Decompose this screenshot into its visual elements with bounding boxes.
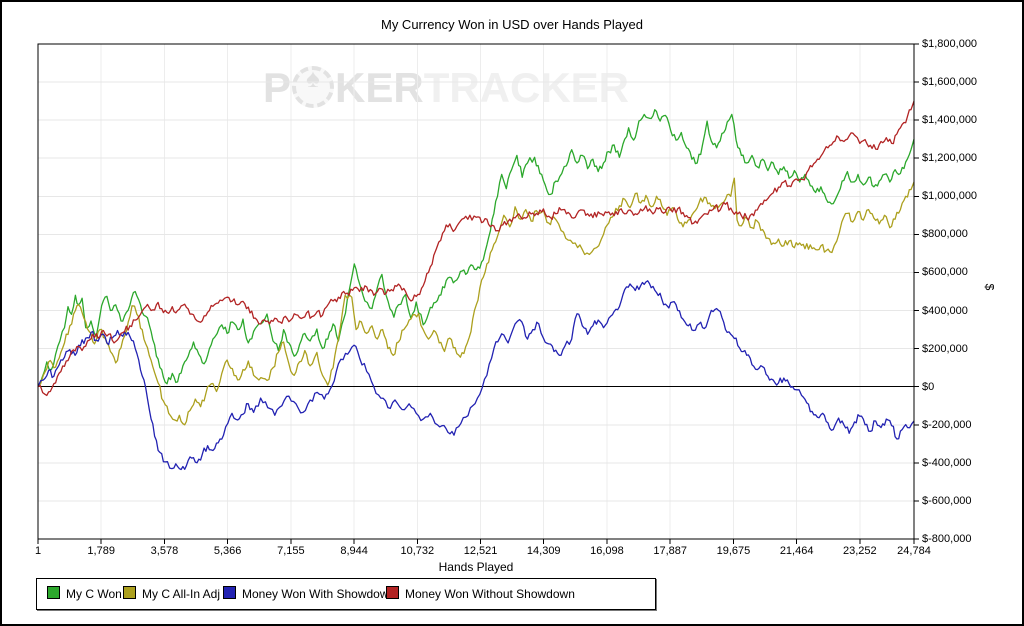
series-0: [37, 109, 915, 388]
x-tick-label: 1: [34, 545, 42, 557]
y-tick-label: $1,400,000: [922, 114, 978, 127]
legend-label: Money Won Without Showdown: [405, 587, 575, 601]
x-axis-title: Hands Played: [438, 560, 514, 574]
y-tick-label: $-800,000: [922, 533, 972, 545]
x-tick-label: 7,155: [277, 545, 305, 557]
legend-swatch-green: [47, 586, 60, 599]
watermark-poker-text: P ♠ KER: [262, 63, 424, 111]
x-tick-label: 8,944: [340, 545, 368, 557]
legend-label: My C Won: [66, 587, 122, 601]
x-tick-label: 19,675: [716, 545, 751, 557]
y-tick-label: $0: [922, 380, 935, 393]
series-2: [37, 280, 915, 471]
x-tick-label: 5,366: [213, 545, 242, 557]
watermark-letter-p: P: [262, 64, 291, 111]
series-1: [37, 177, 915, 426]
legend-item-my-c-won: My C Won: [47, 579, 122, 609]
x-tick-label: 12,521: [463, 545, 498, 557]
legend-swatch-blue: [223, 586, 236, 599]
x-tick-label: 3,578: [150, 545, 179, 557]
x-tick-label: 23,252: [843, 545, 877, 557]
y-tick-label: $400,000: [922, 304, 968, 317]
y-tick-label: $1,000,000: [922, 190, 978, 203]
legend-label: My C All-In Adj: [142, 587, 221, 601]
poker-chip-icon: ♠: [292, 63, 334, 108]
y-tick-label: $800,000: [922, 228, 968, 241]
legend-label: Money Won With Showdown: [242, 587, 396, 601]
x-tick-label: 24,784: [897, 545, 931, 557]
watermark-letters-ker: KER: [335, 64, 424, 111]
legend-swatch-red: [386, 586, 399, 599]
y-tick-label: $-200,000: [922, 418, 972, 431]
x-tick-label: 21,464: [779, 545, 814, 557]
legend-item-money-won-with-showdown: Money Won With Showdown: [223, 579, 395, 609]
y-tick-label: $-600,000: [922, 494, 972, 507]
y-tick-label: $1,600,000: [922, 76, 978, 89]
y-tick-label: $-400,000: [922, 456, 972, 469]
y-tick-label: $1,200,000: [922, 152, 978, 165]
pokertracker-watermark: P ♠ KERTRACKER: [262, 63, 630, 112]
watermark-tracker-text: TRACKER: [423, 64, 630, 111]
y-axis-title: $: [982, 283, 997, 291]
legend-item-my-c-all-in-adj: My C All-In Adj: [123, 579, 220, 609]
x-tick-label: 17,887: [653, 545, 688, 557]
x-tick-label: 10,732: [400, 545, 435, 557]
spade-icon: ♠: [306, 63, 320, 93]
y-tick-label: $200,000: [922, 342, 968, 355]
legend-swatch-olive: [123, 586, 136, 599]
y-tick-label: $1,800,000: [922, 38, 978, 50]
x-tick-label: 1,789: [87, 545, 115, 557]
chart-title: My Currency Won in USD over Hands Played: [380, 17, 644, 32]
legend-item-money-won-without-showdown: Money Won Without Showdown: [386, 579, 575, 609]
series-3: [37, 100, 915, 397]
x-tick-label: 16,098: [590, 545, 624, 557]
y-tick-label: $600,000: [922, 266, 968, 279]
x-tick-label: 14,309: [526, 545, 561, 557]
legend: My C Won My C All-In Adj Money Won With …: [36, 578, 656, 610]
